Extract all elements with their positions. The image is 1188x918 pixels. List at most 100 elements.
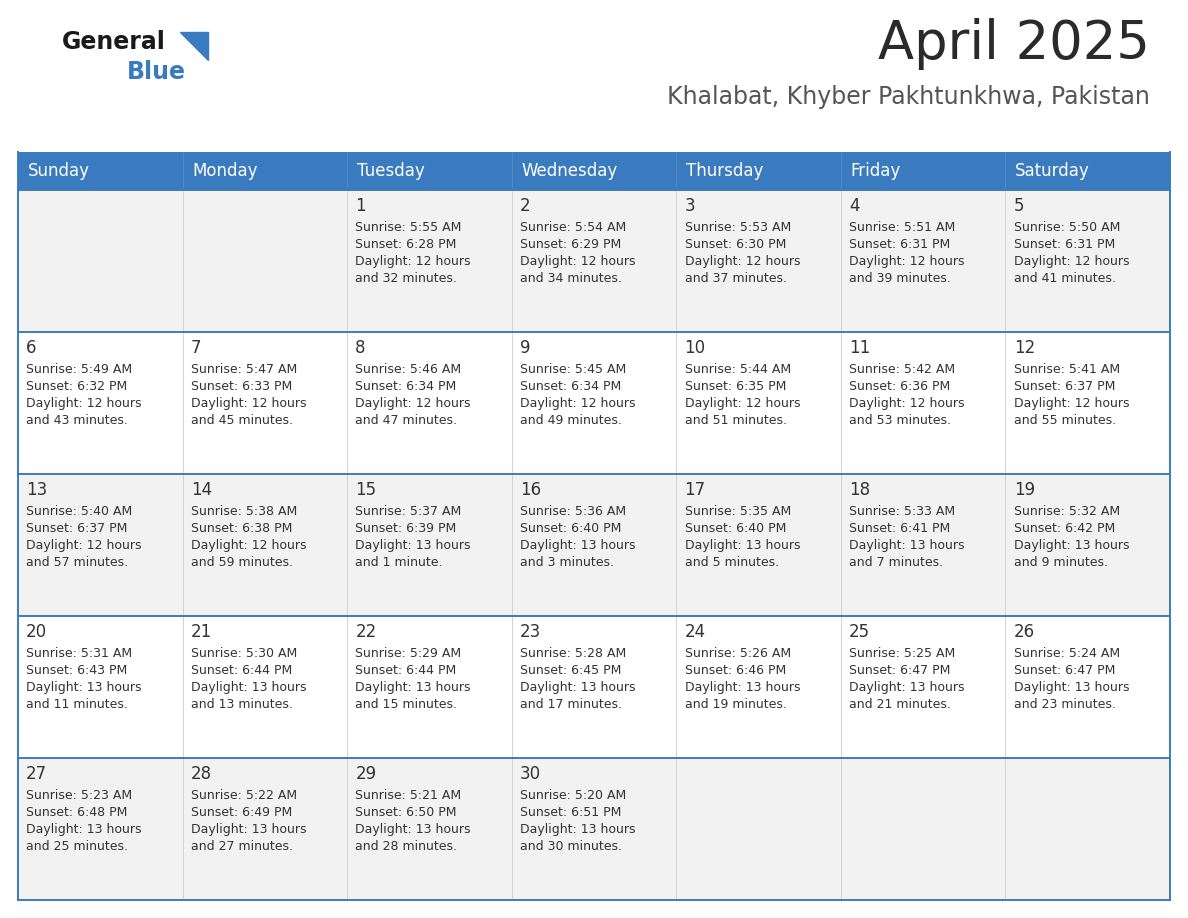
- Text: and 3 minutes.: and 3 minutes.: [520, 556, 614, 569]
- Text: and 51 minutes.: and 51 minutes.: [684, 414, 786, 427]
- Text: 28: 28: [191, 765, 211, 783]
- Text: Sunset: 6:34 PM: Sunset: 6:34 PM: [520, 380, 621, 393]
- Text: and 55 minutes.: and 55 minutes.: [1013, 414, 1116, 427]
- Text: and 45 minutes.: and 45 minutes.: [191, 414, 292, 427]
- Text: Sunset: 6:48 PM: Sunset: 6:48 PM: [26, 806, 127, 819]
- Text: and 17 minutes.: and 17 minutes.: [520, 698, 623, 711]
- Text: Sunset: 6:28 PM: Sunset: 6:28 PM: [355, 238, 456, 251]
- Text: Sunrise: 5:23 AM: Sunrise: 5:23 AM: [26, 789, 132, 802]
- Text: 3: 3: [684, 197, 695, 215]
- Text: Sunrise: 5:28 AM: Sunrise: 5:28 AM: [520, 647, 626, 660]
- Text: Sunset: 6:47 PM: Sunset: 6:47 PM: [849, 664, 950, 677]
- Text: Sunset: 6:33 PM: Sunset: 6:33 PM: [191, 380, 292, 393]
- Text: Sunrise: 5:22 AM: Sunrise: 5:22 AM: [191, 789, 297, 802]
- Text: Sunset: 6:51 PM: Sunset: 6:51 PM: [520, 806, 621, 819]
- Text: and 57 minutes.: and 57 minutes.: [26, 556, 128, 569]
- Text: 29: 29: [355, 765, 377, 783]
- Text: and 23 minutes.: and 23 minutes.: [1013, 698, 1116, 711]
- Text: Daylight: 13 hours: Daylight: 13 hours: [684, 681, 800, 694]
- Text: 19: 19: [1013, 481, 1035, 499]
- Text: 30: 30: [520, 765, 541, 783]
- Text: Sunset: 6:47 PM: Sunset: 6:47 PM: [1013, 664, 1116, 677]
- Text: Sunset: 6:37 PM: Sunset: 6:37 PM: [26, 522, 127, 535]
- Text: Daylight: 13 hours: Daylight: 13 hours: [191, 823, 307, 836]
- Polygon shape: [181, 32, 208, 60]
- Text: and 53 minutes.: and 53 minutes.: [849, 414, 952, 427]
- Bar: [18, 152, 1170, 190]
- Text: Sunrise: 5:31 AM: Sunrise: 5:31 AM: [26, 647, 132, 660]
- Text: Sunset: 6:38 PM: Sunset: 6:38 PM: [191, 522, 292, 535]
- Text: and 7 minutes.: and 7 minutes.: [849, 556, 943, 569]
- Text: 4: 4: [849, 197, 860, 215]
- Text: Sunrise: 5:47 AM: Sunrise: 5:47 AM: [191, 363, 297, 376]
- Text: 12: 12: [1013, 339, 1035, 357]
- Text: Saturday: Saturday: [1016, 162, 1091, 180]
- Text: Sunrise: 5:30 AM: Sunrise: 5:30 AM: [191, 647, 297, 660]
- Text: 17: 17: [684, 481, 706, 499]
- Text: and 5 minutes.: and 5 minutes.: [684, 556, 778, 569]
- Text: Sunrise: 5:41 AM: Sunrise: 5:41 AM: [1013, 363, 1120, 376]
- Text: Sunset: 6:37 PM: Sunset: 6:37 PM: [1013, 380, 1116, 393]
- Text: Daylight: 12 hours: Daylight: 12 hours: [1013, 255, 1129, 268]
- Text: Khalabat, Khyber Pakhtunkhwa, Pakistan: Khalabat, Khyber Pakhtunkhwa, Pakistan: [668, 85, 1150, 109]
- Text: and 25 minutes.: and 25 minutes.: [26, 840, 128, 853]
- Text: General: General: [62, 30, 166, 54]
- Text: and 1 minute.: and 1 minute.: [355, 556, 443, 569]
- Text: and 49 minutes.: and 49 minutes.: [520, 414, 621, 427]
- Text: Sunset: 6:50 PM: Sunset: 6:50 PM: [355, 806, 457, 819]
- Text: Sunset: 6:31 PM: Sunset: 6:31 PM: [1013, 238, 1114, 251]
- Text: Sunrise: 5:33 AM: Sunrise: 5:33 AM: [849, 505, 955, 518]
- Text: Daylight: 12 hours: Daylight: 12 hours: [1013, 397, 1129, 410]
- Text: 27: 27: [26, 765, 48, 783]
- Text: and 47 minutes.: and 47 minutes.: [355, 414, 457, 427]
- Text: and 34 minutes.: and 34 minutes.: [520, 272, 621, 285]
- Text: Daylight: 13 hours: Daylight: 13 hours: [355, 823, 470, 836]
- Text: 21: 21: [191, 623, 211, 641]
- Text: Sunset: 6:40 PM: Sunset: 6:40 PM: [684, 522, 786, 535]
- Text: 25: 25: [849, 623, 871, 641]
- Text: Daylight: 12 hours: Daylight: 12 hours: [26, 539, 141, 552]
- Text: and 32 minutes.: and 32 minutes.: [355, 272, 457, 285]
- Text: Sunrise: 5:49 AM: Sunrise: 5:49 AM: [26, 363, 132, 376]
- Text: Sunrise: 5:37 AM: Sunrise: 5:37 AM: [355, 505, 462, 518]
- Text: Daylight: 12 hours: Daylight: 12 hours: [26, 397, 141, 410]
- Text: Sunset: 6:41 PM: Sunset: 6:41 PM: [849, 522, 950, 535]
- Text: Sunrise: 5:46 AM: Sunrise: 5:46 AM: [355, 363, 461, 376]
- Text: Daylight: 12 hours: Daylight: 12 hours: [684, 255, 800, 268]
- Text: Tuesday: Tuesday: [358, 162, 425, 180]
- Text: Sunrise: 5:29 AM: Sunrise: 5:29 AM: [355, 647, 461, 660]
- Text: and 9 minutes.: and 9 minutes.: [1013, 556, 1107, 569]
- Text: Sunset: 6:43 PM: Sunset: 6:43 PM: [26, 664, 127, 677]
- Text: 22: 22: [355, 623, 377, 641]
- Text: 18: 18: [849, 481, 871, 499]
- Text: Daylight: 12 hours: Daylight: 12 hours: [849, 397, 965, 410]
- Text: Sunset: 6:30 PM: Sunset: 6:30 PM: [684, 238, 786, 251]
- Text: Sunset: 6:31 PM: Sunset: 6:31 PM: [849, 238, 950, 251]
- Text: Daylight: 13 hours: Daylight: 13 hours: [849, 681, 965, 694]
- Text: Daylight: 13 hours: Daylight: 13 hours: [1013, 681, 1129, 694]
- Text: Sunset: 6:34 PM: Sunset: 6:34 PM: [355, 380, 456, 393]
- Text: Daylight: 13 hours: Daylight: 13 hours: [849, 539, 965, 552]
- Text: Daylight: 12 hours: Daylight: 12 hours: [355, 397, 470, 410]
- Text: Daylight: 13 hours: Daylight: 13 hours: [520, 681, 636, 694]
- Text: Sunday: Sunday: [27, 162, 90, 180]
- Text: Sunrise: 5:54 AM: Sunrise: 5:54 AM: [520, 221, 626, 234]
- Text: 6: 6: [26, 339, 37, 357]
- Text: Sunrise: 5:44 AM: Sunrise: 5:44 AM: [684, 363, 791, 376]
- Text: Sunrise: 5:45 AM: Sunrise: 5:45 AM: [520, 363, 626, 376]
- Text: and 37 minutes.: and 37 minutes.: [684, 272, 786, 285]
- Text: Sunrise: 5:40 AM: Sunrise: 5:40 AM: [26, 505, 133, 518]
- Text: and 11 minutes.: and 11 minutes.: [26, 698, 128, 711]
- Text: and 41 minutes.: and 41 minutes.: [1013, 272, 1116, 285]
- Text: Wednesday: Wednesday: [522, 162, 618, 180]
- Text: 20: 20: [26, 623, 48, 641]
- Text: 24: 24: [684, 623, 706, 641]
- Text: Sunset: 6:39 PM: Sunset: 6:39 PM: [355, 522, 456, 535]
- Text: Daylight: 12 hours: Daylight: 12 hours: [191, 397, 307, 410]
- Text: Sunset: 6:29 PM: Sunset: 6:29 PM: [520, 238, 621, 251]
- Text: 14: 14: [191, 481, 211, 499]
- Text: Sunset: 6:44 PM: Sunset: 6:44 PM: [191, 664, 292, 677]
- Text: Sunrise: 5:20 AM: Sunrise: 5:20 AM: [520, 789, 626, 802]
- Bar: [18, 758, 1170, 900]
- Text: Sunrise: 5:25 AM: Sunrise: 5:25 AM: [849, 647, 955, 660]
